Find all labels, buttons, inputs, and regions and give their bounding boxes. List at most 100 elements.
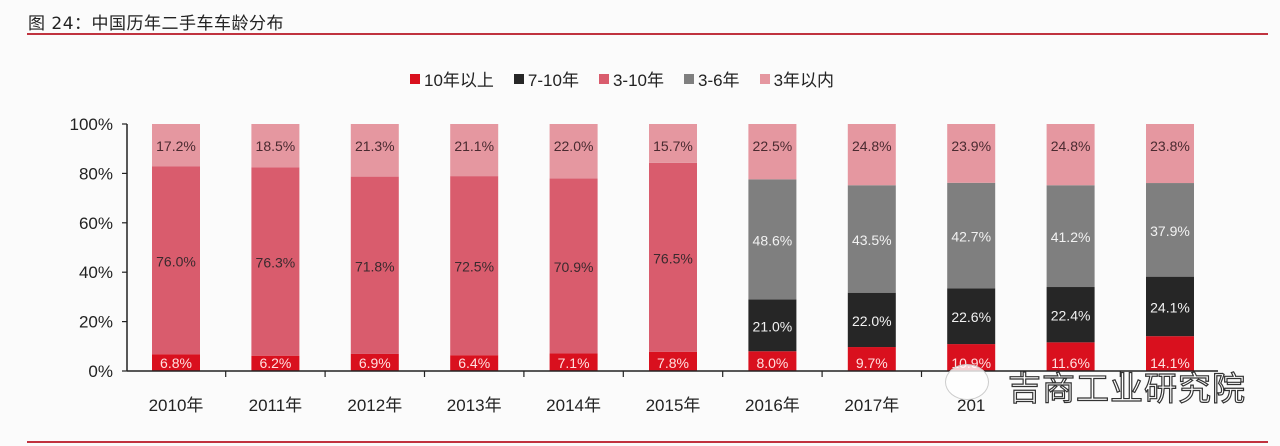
legend-item-over10: 10年以上 [410,66,494,91]
data-label: 6.2% [259,355,291,371]
data-label: 22.5% [753,138,793,154]
bar-segment-under3 [748,124,797,180]
title-divider [27,33,1268,35]
bar-segment-under3 [649,124,697,163]
bar-segment-y3to10 [350,176,399,354]
bar-segment-over10 [1146,336,1194,371]
bar-segment-y3to10 [649,162,697,352]
legend-label: 3-6年 [697,71,740,90]
bar-segment-under3 [1046,124,1095,186]
bar-segment-y3to10 [450,176,499,356]
x-tick-label: 2014年 [546,396,601,415]
data-label: 71.8% [355,258,395,274]
y-tick-label: 100% [70,115,113,134]
bar-segment-over10 [549,353,598,371]
bar-segment-under3 [1146,124,1194,184]
legend-swatch-3to10 [598,73,609,84]
legend-item-under3: 3年以内 [759,66,835,91]
bar-segment-y3to6 [748,179,797,300]
bar-segment-over10 [649,351,697,371]
legend-item-3to6: 3-6年 [683,66,740,91]
legend-label: 3年以内 [773,71,835,90]
bar-segment-over10 [152,354,200,371]
data-label: 22.0% [554,138,594,154]
bar-segment-under3 [350,124,399,177]
legend-swatch-7to10 [513,73,524,84]
x-tick-label: 2011年 [249,396,303,415]
bar-segment-under3 [549,124,598,179]
bar-segment-over10 [350,353,399,371]
data-label: 7.8% [657,355,689,371]
data-label: 9.7% [856,355,888,371]
data-label: 21.0% [753,318,793,334]
data-label: 18.5% [256,138,296,154]
data-label: 11.6% [1051,355,1090,371]
data-label: 43.5% [852,232,892,248]
bar-segment-over10 [251,355,300,371]
bar-segment-y3to10 [251,167,300,356]
bar-segment-y7to10 [847,292,896,348]
legend-label: 7-10年 [527,71,579,90]
bar-segment-under3 [947,124,996,183]
data-label: 14.1% [1150,355,1190,371]
legend-swatch-under3 [759,73,770,84]
legend-item-3to10: 3-10年 [598,66,664,91]
bar-segment-y3to6 [1046,185,1095,288]
y-tick-label: 0% [88,362,113,381]
bar-segment-y3to6 [847,185,896,293]
data-label: 6.8% [160,355,192,371]
data-label: 21.1% [454,138,494,154]
x-tick-label: 2017年 [844,396,899,415]
bar-segment-under3 [251,124,300,168]
bar-segment-y3to10 [549,178,598,354]
data-label: 24.1% [1150,299,1190,315]
data-label: 24.8% [852,138,892,154]
data-label: 76.0% [156,253,196,269]
data-label: 21.3% [355,138,395,154]
data-label: 23.8% [1150,138,1190,154]
legend-label: 3-10年 [612,71,664,90]
data-label: 76.3% [256,254,296,270]
data-label: 8.0% [756,355,788,371]
x-tick-label: 2010年 [149,396,204,415]
bar-segment-y7to10 [748,299,797,352]
data-label: 22.6% [951,309,991,325]
y-tick-label: 20% [79,313,113,332]
y-tick-label: 60% [79,214,113,233]
data-label: 7.1% [558,355,590,371]
bar-segment-y3to6 [947,182,996,289]
bar-segment-under3 [450,124,499,177]
x-tick-label: 2012年 [347,396,402,415]
y-tick-label: 40% [79,263,113,282]
data-label: 22.0% [852,313,892,329]
bottom-divider [27,441,1268,443]
bar-segment-over10 [847,347,896,371]
bar-segment-over10 [1046,342,1095,371]
bar-segment-over10 [450,355,499,371]
bar-segment-y3to10 [152,166,200,355]
x-tick-label: 2016年 [745,396,800,415]
data-label: 48.6% [753,232,793,248]
data-label: 6.4% [458,355,490,371]
data-label: 6.9% [359,355,391,371]
watermark-logo-icon [945,364,989,400]
data-label: 76.5% [653,250,693,266]
bar-segment-y3to6 [1146,183,1194,277]
legend-swatch-over10 [410,73,420,84]
legend-swatch-3to6 [683,73,694,84]
figure-title: 图 24：中国历年二手车车龄分布 [28,14,285,34]
bar-segment-under3 [152,124,200,167]
data-label: 24.8% [1051,138,1091,154]
data-label: 42.7% [951,229,991,245]
bar-segment-over10 [748,351,797,371]
chart-legend: 10年以上 7-10年 3-10年 3-6年 3年以内 [410,66,834,91]
bar-segment-y7to10 [947,288,996,345]
bar-segment-y7to10 [1046,287,1095,343]
data-label: 72.5% [454,259,494,275]
x-tick-label: 2013年 [447,396,502,415]
data-label: 22.4% [1051,308,1091,324]
x-tick-label: 2015年 [646,396,701,415]
data-label: 70.9% [554,259,594,275]
legend-label: 10年以上 [424,71,494,90]
